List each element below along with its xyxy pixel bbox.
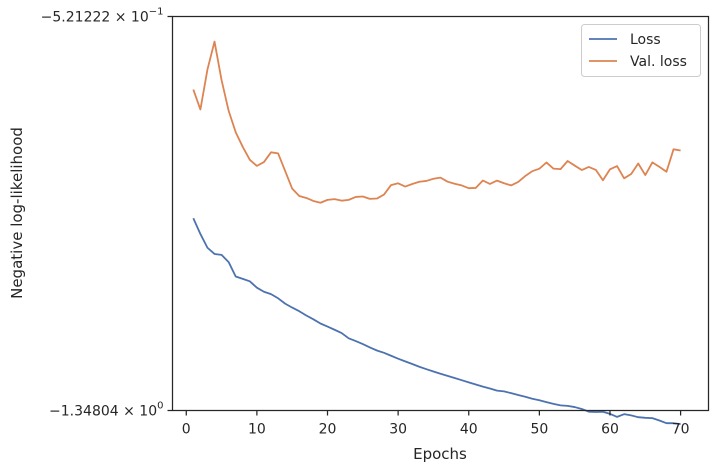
plot-frame xyxy=(171,15,710,412)
series-line-1 xyxy=(192,40,681,204)
x-axis-label: Epochs xyxy=(413,445,467,463)
series-line-0 xyxy=(192,217,681,425)
x-tick-label: 20 xyxy=(319,422,337,438)
x-axis: 0 10 20 30 40 50 60 70 xyxy=(182,410,690,438)
y-axis: −5.21222 × 10−1 −1.34804 × 100 xyxy=(41,7,173,420)
x-tick-label: 10 xyxy=(248,422,266,438)
x-tick-label: 0 xyxy=(182,422,191,438)
legend-box xyxy=(581,24,701,77)
series-layer xyxy=(192,40,681,425)
x-tick-label: 60 xyxy=(601,422,619,438)
x-tick-label: 40 xyxy=(460,422,478,438)
x-tick-label: 50 xyxy=(530,422,548,438)
y-axis-label: Negative log-likelihood xyxy=(8,127,26,299)
x-tick-label: 70 xyxy=(672,422,690,438)
y-tick-label: −5.21222 × 10−1 xyxy=(41,7,164,26)
legend-label-0: Loss xyxy=(630,32,661,48)
legend-label-1: Val. loss xyxy=(630,54,687,70)
x-tick-label: 30 xyxy=(389,422,407,438)
y-tick-label: −1.34804 × 100 xyxy=(49,401,163,420)
legend: Loss Val. loss xyxy=(581,24,701,77)
